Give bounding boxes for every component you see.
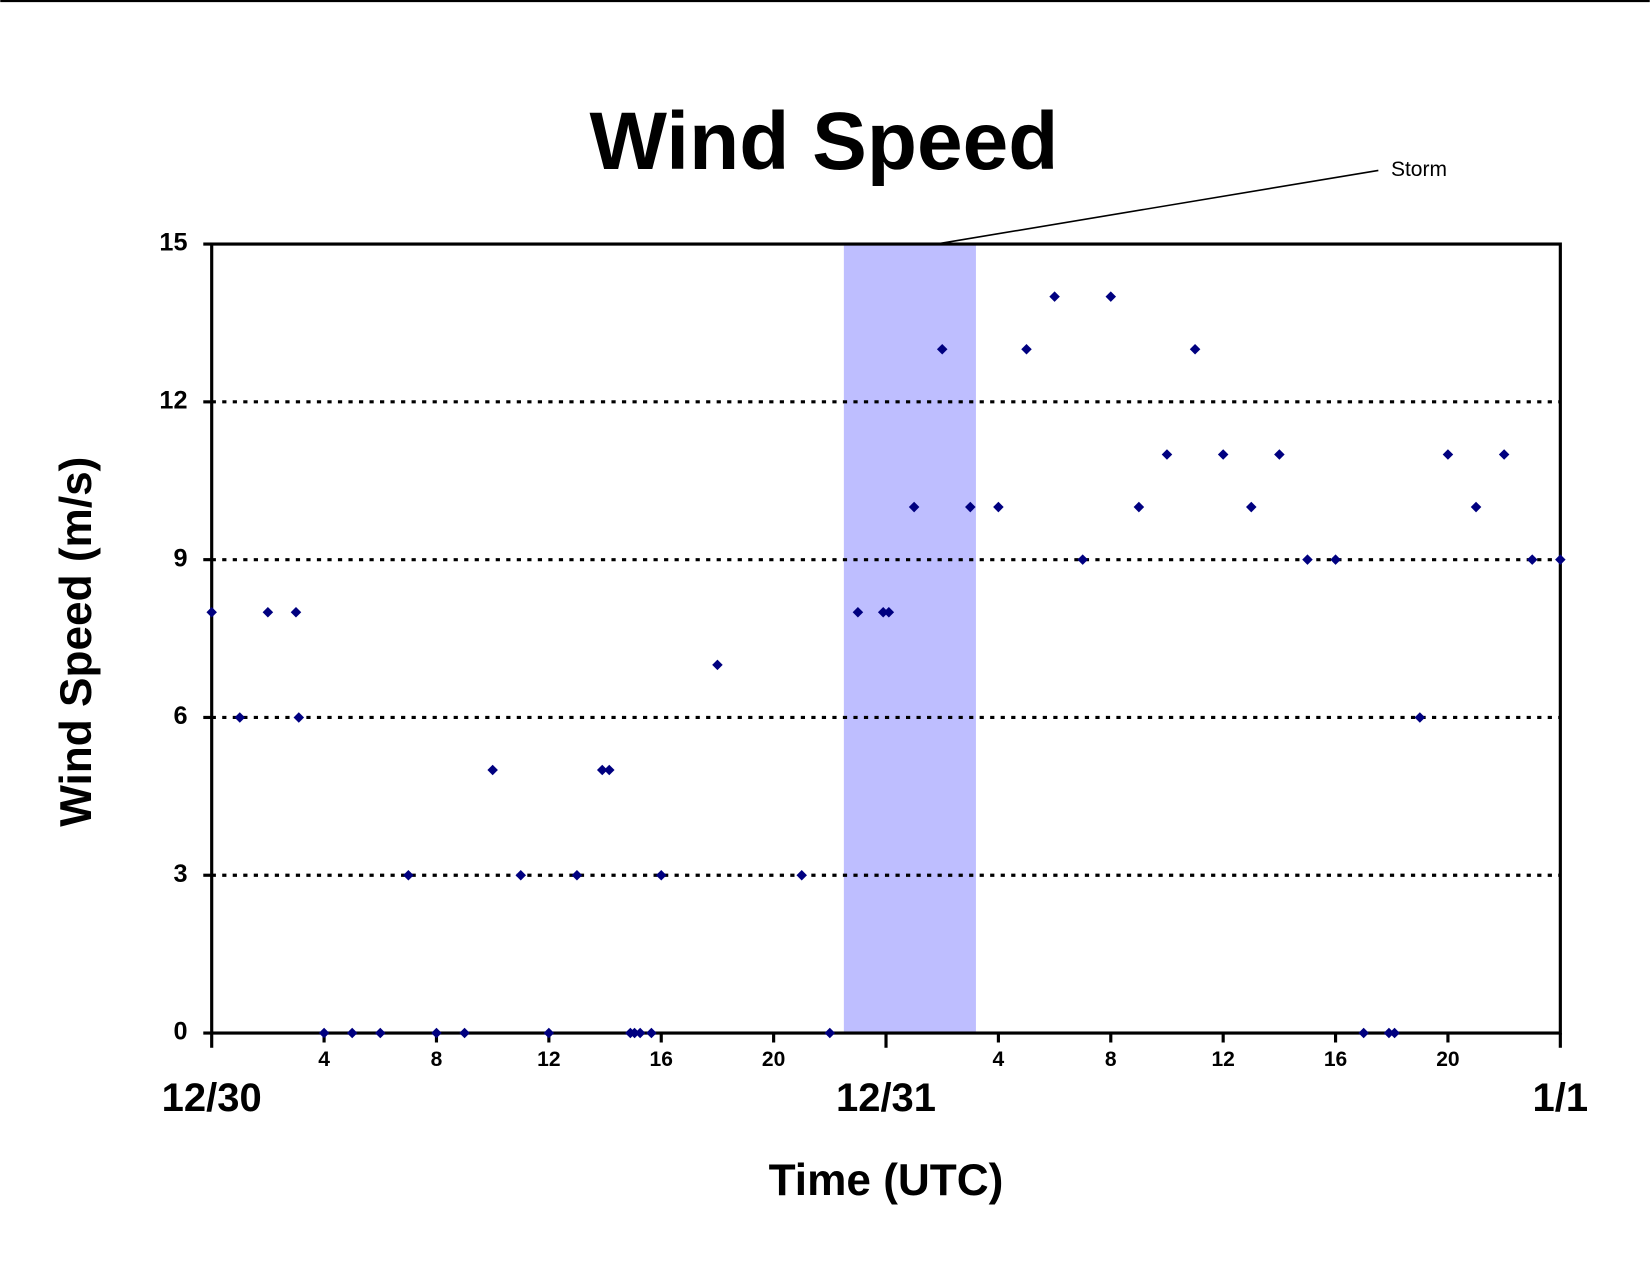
x-axis-label: Time (UTC)	[769, 1156, 1004, 1205]
x-tick-label: 20	[1436, 1048, 1459, 1071]
data-point	[596, 764, 608, 776]
data-point	[1133, 501, 1145, 513]
data-point	[877, 606, 889, 618]
plot-background	[843, 244, 976, 1034]
data-point	[1442, 449, 1454, 460]
data-point	[1358, 1027, 1369, 1039]
data-point	[993, 501, 1004, 513]
data-point	[459, 1027, 470, 1039]
data-point	[634, 1027, 646, 1039]
annotation-leader	[936, 169, 1379, 245]
x-tick-label: 8	[1105, 1048, 1117, 1071]
data-point	[293, 712, 305, 723]
data-point	[543, 1027, 555, 1039]
data-point	[1414, 712, 1426, 723]
x-tick-label: 12	[537, 1048, 560, 1071]
data-point	[571, 869, 583, 881]
data-point	[346, 1027, 358, 1039]
data-point	[290, 606, 302, 618]
data-point	[403, 869, 414, 881]
data-point	[646, 1027, 657, 1039]
data-point	[1217, 449, 1229, 460]
y-tick-label: 6	[173, 702, 187, 730]
x-date-label: 12/31	[836, 1076, 936, 1120]
data-point	[1330, 554, 1341, 565]
chart-title: Wind Speed	[590, 96, 1059, 187]
data-point	[1077, 554, 1088, 565]
annotation-text: Storm	[1391, 158, 1447, 181]
data-point	[965, 501, 976, 513]
x-date-label: 12/30	[162, 1076, 262, 1120]
data-point	[318, 1027, 330, 1039]
data-point	[1389, 1027, 1400, 1039]
storm-band	[843, 244, 976, 1034]
data-point	[1526, 554, 1538, 565]
data-point	[1498, 449, 1510, 460]
data-point	[1302, 554, 1313, 565]
data-point	[1274, 449, 1285, 460]
data-point	[1105, 291, 1117, 302]
data-point	[1161, 449, 1173, 460]
data-point	[604, 764, 615, 776]
x-tick-label: 4	[993, 1048, 1005, 1071]
data-point	[234, 712, 246, 723]
data-point	[1246, 501, 1257, 513]
data-point	[1555, 554, 1566, 565]
plot-frame	[210, 242, 1562, 1035]
x-tick-label: 16	[1324, 1048, 1347, 1071]
y-axis-label: Wind Speed (m/s)	[52, 457, 101, 827]
data-point	[824, 1027, 836, 1039]
x-tick-label: 20	[762, 1048, 785, 1071]
y-tick-label: 9	[173, 544, 187, 572]
data-point	[515, 869, 527, 881]
y-tick-label: 15	[159, 229, 187, 257]
y-tick-label: 0	[173, 1018, 187, 1046]
x-tick-label: 4	[318, 1048, 330, 1071]
data-point	[1189, 343, 1201, 355]
data-point	[431, 1027, 442, 1039]
data-point	[1049, 291, 1060, 302]
y-tick-label: 12	[159, 387, 187, 415]
y-tick-label: 3	[173, 860, 187, 888]
data-point	[1021, 343, 1032, 355]
data-point	[1470, 501, 1482, 513]
data-point	[487, 764, 498, 776]
x-tick-label: 8	[431, 1048, 443, 1071]
data-point	[262, 606, 274, 618]
data-point	[655, 869, 667, 881]
data-point	[796, 869, 807, 881]
x-tick-label: 16	[650, 1048, 673, 1071]
x-tick-label: 12	[1211, 1048, 1234, 1071]
data-point	[883, 606, 895, 618]
data-point	[206, 606, 217, 618]
x-date-label: 1/1	[1533, 1076, 1589, 1120]
data-point	[712, 659, 723, 671]
data-point	[375, 1027, 386, 1039]
